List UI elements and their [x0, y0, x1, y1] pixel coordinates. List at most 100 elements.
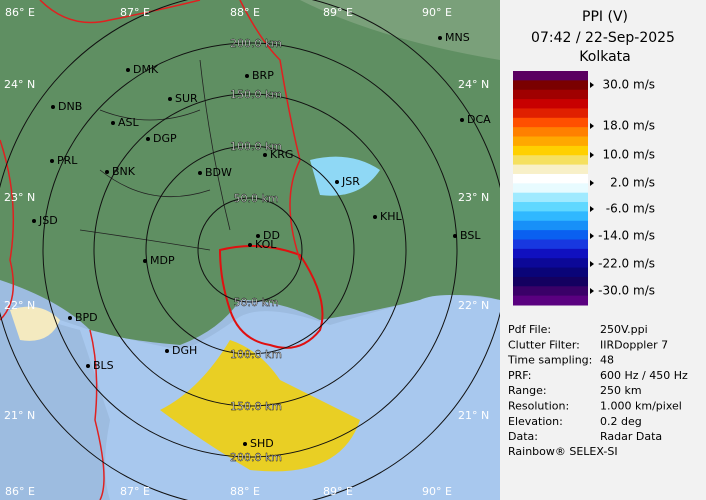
info-value: 0.2 deg [600, 415, 642, 428]
place-label: DD [263, 229, 280, 242]
place-dot [335, 180, 339, 184]
legend-label: -6.0 m/s [606, 202, 655, 216]
info-value: 250V.ppi [600, 323, 648, 336]
place-dot [373, 215, 377, 219]
color-step [513, 286, 588, 297]
info-value: 48 [600, 354, 614, 367]
place-dot [438, 36, 442, 40]
info-key: Resolution: [508, 400, 569, 413]
color-step [513, 127, 588, 138]
range-ring [197, 197, 303, 303]
legend-label: 18.0 m/s [602, 119, 655, 133]
place-dot [198, 171, 202, 175]
lat-label: 23° N [458, 191, 489, 204]
product-title: PPI (V) [582, 9, 628, 25]
lon-label: 88° E [230, 6, 260, 19]
border [0, 0, 301, 500]
place-dot [248, 243, 252, 247]
place-label: BPD [75, 311, 98, 324]
range-label: 50.0 km [233, 192, 278, 205]
color-step [513, 183, 588, 194]
range-label: 50.0 km [233, 296, 278, 309]
color-step [513, 136, 588, 147]
range-ring [42, 42, 458, 458]
district-border [79, 59, 231, 251]
info-key: Data: [508, 430, 538, 443]
place-dot [111, 121, 115, 125]
color-step [513, 239, 588, 250]
legend-label: -30.0 m/s [598, 284, 655, 298]
lon-label: 86° E [5, 6, 35, 19]
info-value: 600 Hz / 450 Hz [600, 369, 688, 382]
place-dot [245, 74, 249, 78]
footer: Rainbow® SELEX-SI [508, 445, 618, 458]
range-rings: 50.0 km 50.0 km 100.0 km 100.0 km 150.0 km 15… [0, 0, 500, 500]
place-label: BNK [112, 165, 136, 178]
info-key: PRF: [508, 369, 531, 382]
place-label: KHL [380, 210, 402, 223]
place-label: ASL [118, 116, 140, 129]
color-step [513, 164, 588, 175]
legend-arrow [590, 288, 594, 294]
legend-label: -14.0 m/s [598, 229, 655, 243]
place-label: BRP [252, 69, 274, 82]
info-value: 1.000 km/pixel [600, 400, 682, 413]
map: 50.0 km 50.0 km 100.0 km 100.0 km 150.0 km 15… [0, 0, 500, 500]
info-key: Range: [508, 384, 547, 397]
legend-arrow [590, 152, 594, 158]
lat-label: 21° N [458, 409, 489, 422]
range-ring [145, 145, 355, 355]
place-label: JSD [38, 214, 58, 227]
place-dot [50, 159, 54, 163]
datetime: 07:42 / 22-Sep-2025 [531, 30, 675, 46]
info-value: 250 km [600, 384, 642, 397]
color-step [513, 258, 588, 269]
place-label: BSL [460, 229, 481, 242]
info-key: Clutter Filter: [508, 338, 580, 351]
place-label: DGP [153, 132, 177, 145]
color-step [513, 117, 588, 128]
lat-label: 22° N [4, 299, 35, 312]
terrain [0, 0, 500, 60]
legend-label: 30.0 m/s [602, 78, 655, 92]
lon-label: 88° E [230, 485, 260, 498]
lat-label: 24° N [4, 78, 35, 91]
range-ring [93, 93, 407, 407]
color-step [513, 295, 588, 306]
place-label: DCA [467, 113, 491, 126]
place-label: DNB [58, 100, 82, 113]
place-dot [165, 349, 169, 353]
place-label: BDW [205, 166, 232, 179]
color-step [513, 108, 588, 119]
range-label: 200.0 km [230, 37, 282, 50]
place-dot [146, 137, 150, 141]
site-name: Kolkata [579, 49, 630, 65]
info-key: Time sampling: [507, 354, 592, 367]
lat-label: 24° N [458, 78, 489, 91]
lon-label: 86° E [5, 485, 35, 498]
place-dot [256, 234, 260, 238]
place-label: PRL [57, 154, 78, 167]
range-label: 100.0 km [230, 348, 282, 361]
legend-arrow [590, 82, 594, 88]
place-label: BLS [93, 359, 114, 372]
legend-label: 10.0 m/s [602, 148, 655, 162]
lat-label: 21° N [4, 409, 35, 422]
place-label: KOL [255, 238, 277, 251]
echo [10, 306, 60, 341]
lon-label: 89° E [323, 485, 353, 498]
legend-arrow [590, 206, 594, 212]
color-step [513, 267, 588, 278]
place-label: JSR [341, 175, 360, 188]
echo-contour [218, 245, 324, 349]
info-value: IIRDoppler 7 [600, 338, 668, 351]
info-key: Pdf File: [508, 323, 551, 336]
place-label: MDP [150, 254, 175, 267]
color-step [513, 276, 588, 287]
color-step [513, 99, 588, 109]
color-step [513, 211, 588, 222]
lon-label: 87° E [120, 6, 150, 19]
legend-arrow [590, 261, 594, 267]
range-label: 150.0 km [230, 400, 282, 413]
